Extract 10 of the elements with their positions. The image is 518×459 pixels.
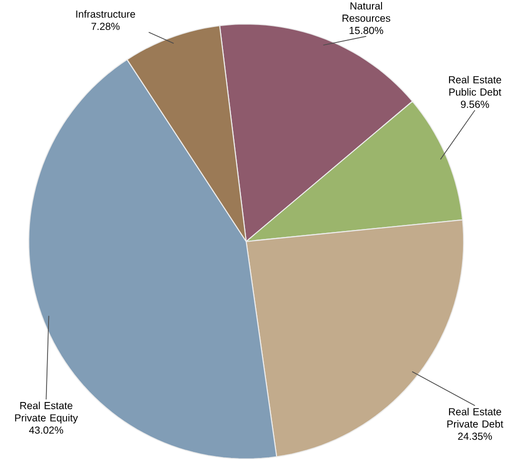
data-label: 24.35% (458, 432, 492, 440)
data-label: 7.28% (91, 22, 120, 30)
data-label: 9.56% (460, 100, 490, 108)
slice-label: Real Estate Private Debt (447, 408, 504, 428)
data-label: 15.80% (350, 26, 384, 34)
slice-label: Infrastructure (76, 10, 136, 18)
data-label: 43.02% (29, 426, 64, 434)
slice-label: Natural Resources (342, 2, 390, 22)
slice-label: Real Estate Private Equity (15, 401, 78, 424)
slice-label: Real Estate Public Debt (449, 76, 502, 96)
